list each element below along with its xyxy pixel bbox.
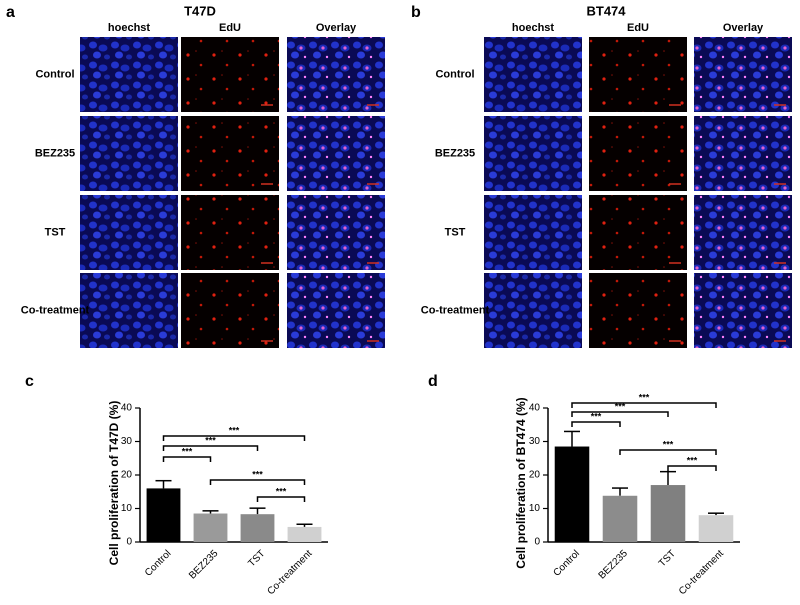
significance-label: *** (663, 439, 674, 449)
x-tick-label: TST (246, 548, 267, 569)
micrograph (287, 37, 385, 112)
micrograph (694, 116, 792, 191)
micrograph (484, 195, 582, 270)
row-label: TST (445, 226, 466, 238)
significance-bracket (209, 479, 306, 485)
bar (602, 495, 638, 542)
y-tick-label: 20 (121, 470, 133, 481)
significance-bracket (162, 445, 259, 451)
panel-title: BT474 (586, 3, 626, 18)
micrograph (694, 195, 792, 270)
bar (698, 515, 734, 542)
significance-label: *** (229, 425, 240, 435)
significance-bracket (162, 456, 212, 462)
micrograph (287, 195, 385, 270)
significance-label: *** (205, 435, 216, 445)
column-header: EdU (219, 22, 241, 34)
significance-label: *** (615, 401, 626, 411)
significance-bracket (162, 435, 306, 441)
row-label: BEZ235 (435, 147, 475, 159)
x-tick-label: BEZ235 (187, 548, 221, 582)
column-header: Overlay (723, 22, 764, 34)
micrograph (181, 37, 279, 112)
x-tick-label: BEZ235 (597, 548, 631, 582)
micrograph (287, 116, 385, 191)
panel-letter: b (411, 4, 421, 21)
significance-bracket (571, 411, 669, 417)
significance-label: *** (687, 455, 698, 465)
micrograph (80, 273, 178, 348)
row-label: Control (435, 68, 474, 80)
micrograph (484, 116, 582, 191)
y-tick-label: 30 (529, 436, 541, 447)
column-header: Overlay (316, 22, 357, 34)
bar (554, 446, 590, 542)
significance-bracket (571, 402, 717, 408)
bar (193, 513, 228, 542)
bar (650, 485, 686, 542)
y-axis-label: Cell proliferation of BT474 (%) (514, 397, 528, 568)
bar (146, 488, 181, 542)
y-tick-label: 20 (529, 470, 541, 481)
row-label: Co-treatment (21, 304, 90, 316)
significance-bracket (667, 465, 717, 471)
significance-label: *** (252, 469, 263, 479)
row-label: Co-treatment (421, 304, 490, 316)
bar (240, 514, 275, 542)
micrograph (181, 195, 279, 270)
micrograph (80, 37, 178, 112)
significance-bracket (571, 421, 621, 427)
micrograph (484, 37, 582, 112)
x-tick-label: Control (143, 548, 174, 579)
x-tick-label: Control (551, 548, 582, 579)
row-label: Control (35, 68, 74, 80)
panel-letter: d (428, 373, 438, 390)
micrograph (80, 116, 178, 191)
x-tick-label: Co-treatment (265, 548, 314, 597)
column-header: hoechst (512, 22, 555, 34)
significance-label: *** (182, 446, 193, 456)
micrograph (287, 273, 385, 348)
micrograph (181, 116, 279, 191)
significance-bracket (619, 449, 717, 455)
row-label: TST (45, 226, 66, 238)
y-tick-label: 40 (121, 403, 133, 414)
y-tick-label: 10 (529, 503, 541, 514)
significance-label: *** (591, 411, 602, 421)
micrograph (694, 37, 792, 112)
row-label: BEZ235 (35, 147, 75, 159)
micrograph (589, 37, 687, 112)
significance-label: *** (276, 486, 287, 496)
y-tick-label: 0 (534, 537, 540, 548)
significance-bracket (256, 496, 306, 502)
micrograph (589, 116, 687, 191)
y-tick-label: 10 (121, 503, 133, 514)
bar (287, 526, 322, 542)
x-tick-label: TST (657, 548, 678, 569)
panel-letter: a (6, 4, 15, 21)
column-header: EdU (627, 22, 649, 34)
micrograph (181, 273, 279, 348)
panel-title: T47D (184, 3, 216, 18)
significance-label: *** (639, 392, 650, 402)
y-tick-label: 40 (529, 403, 541, 414)
micrograph (694, 273, 792, 348)
y-axis-label: Cell proliferation of T47D (%) (107, 401, 121, 566)
micrograph (484, 273, 582, 348)
micrograph (589, 273, 687, 348)
y-tick-label: 30 (121, 436, 133, 447)
y-tick-label: 0 (126, 537, 132, 548)
x-tick-label: Co-treatment (677, 548, 726, 597)
column-header: hoechst (108, 22, 151, 34)
panel-letter: c (25, 373, 34, 390)
micrograph (589, 195, 687, 270)
micrograph (80, 195, 178, 270)
